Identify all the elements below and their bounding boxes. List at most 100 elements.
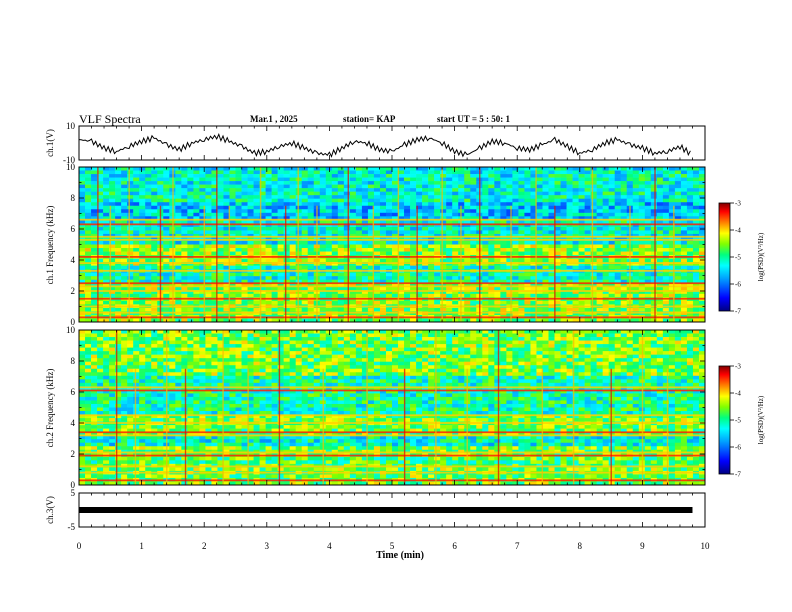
spectrogram-cell [121,233,128,238]
spectrogram-cell [608,212,616,217]
spectrogram-cell [530,262,537,266]
spectrogram-cell [193,195,200,199]
spectrogram-cell [464,251,471,256]
spectrogram-cell [596,286,603,291]
spectrogram-cell [620,174,628,178]
spectrogram-cell [548,262,555,266]
spectrogram-cell [259,174,266,178]
spectrogram-cell [632,283,640,288]
spectrogram-cell [422,290,429,295]
spectrogram-cell [668,283,676,288]
spectrogram-cell [319,251,327,256]
spectrogram-cell [440,340,447,345]
spectrogram-cell [638,251,646,256]
spectrogram-cell [379,170,387,175]
spectrogram-cell [488,290,495,295]
spectrogram-cell [133,293,140,298]
spectrogram-cell [187,223,194,228]
spectrogram-cell [385,177,393,182]
spectrogram-cell [265,191,272,196]
spectrogram-cell [139,251,146,256]
spectrogram-cell [440,226,447,231]
spectrogram-cell [662,216,670,221]
spectrogram-cell [247,293,254,298]
spectrogram-cell [398,230,405,235]
spectrogram-cell [325,258,333,263]
spectrogram-cell [271,170,278,175]
spectrogram-cell [440,170,447,175]
spectrogram-cell [235,170,242,175]
spectrogram-cell [410,333,417,338]
spectrogram-cell [361,244,369,249]
spectrogram-cell [596,219,603,224]
spectrogram-cell [145,279,152,284]
spectrogram-cell [620,170,628,175]
spectrogram-cell [560,188,567,192]
spectrogram-cell [428,244,435,249]
spectrogram-cell [109,170,116,175]
spectrogram-cell [620,337,628,341]
spectrogram-cell [470,202,477,207]
spectrogram-cell [602,184,609,189]
spectrogram-cell [295,330,303,334]
spectrogram-cell [392,276,399,281]
spectrogram-cell [319,333,327,338]
spectrogram-cell [494,184,501,189]
spectrogram-cell [199,272,206,277]
spectrogram-cell [524,212,531,217]
spectrogram-cell [277,293,284,298]
spectrogram-cell [548,230,555,235]
spectrogram-cell [79,293,86,298]
spectrogram-cell [79,170,86,175]
spectrogram-cell [434,330,441,334]
spectrogram-cell [548,286,555,291]
spectrogram-cell [205,216,212,221]
spectrogram-cell [398,248,405,252]
spectrogram-cell [536,195,543,199]
spectrogram-cell [416,226,423,231]
spectrogram-cell [650,318,658,323]
spectrogram-cell [464,216,471,221]
spectrogram-cell [193,170,200,175]
spectrogram-cell [217,290,224,295]
spectrogram-cell [440,318,447,323]
spectrogram-cell [404,174,411,178]
spectrogram-cell [205,174,212,178]
spectrogram-cell [548,205,555,210]
spectrogram-cell [602,286,609,291]
spectrogram-cell [301,198,309,203]
spectrogram-cell [692,209,700,214]
spectrogram-cell [512,202,519,207]
spectrogram-cell [416,195,423,199]
spectrogram-cell [542,265,549,270]
spectrogram-cell [698,202,706,207]
spectrogram-cell [331,223,339,228]
spectrogram-cell [277,340,284,345]
spectrogram-cell [686,272,694,277]
frequency-band-line [79,311,705,314]
spectrogram-cell [530,290,537,295]
spectrogram-cell [217,272,224,277]
spectrogram-cell [337,286,345,291]
spectrogram-cell [662,219,670,224]
spectrogram-cell [560,286,567,291]
spectrogram-cell [109,209,116,214]
spectrogram-cell [319,230,327,235]
spectrogram-cell [584,216,591,221]
spectrogram-cell [680,177,688,182]
spectrogram-cell [325,262,333,266]
spectrogram-cell [205,219,212,224]
spectrogram-cell [404,283,411,288]
spectrogram-cell [163,195,170,199]
spectrogram-cell [115,188,122,192]
spectrogram-cell [644,272,652,277]
spectrogram-cell [187,307,194,312]
spectrogram-cell [385,188,393,192]
spectrogram-cell [97,276,104,281]
spectrogram-cell [127,219,134,224]
spectrogram-cell [554,209,561,214]
spectrogram-cell [361,195,369,199]
spectrogram-cell [85,174,92,178]
spectrogram-cell [199,216,206,221]
spectrogram-cell [542,209,549,214]
